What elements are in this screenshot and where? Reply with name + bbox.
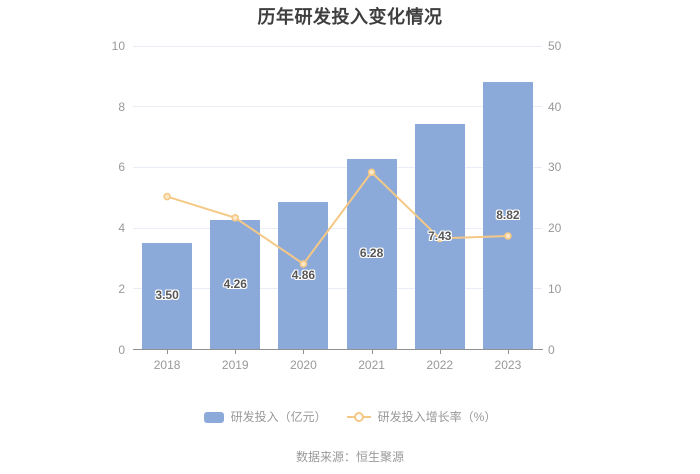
- legend: 研发投入（亿元） 研发投入增长率（%）: [0, 408, 700, 426]
- right-axis-tick-label: 40: [548, 99, 562, 114]
- left-axis-tick-label: 0: [118, 342, 125, 357]
- bar-value-label: 4.86: [291, 267, 316, 282]
- x-axis-line: [133, 349, 543, 350]
- right-axis-tick-label: 10: [548, 281, 562, 296]
- right-axis-tick-label: 0: [548, 342, 555, 357]
- bar-value-label: 4.26: [223, 276, 247, 291]
- left-axis-tick-label: 10: [111, 39, 125, 53]
- legend-label-line: 研发投入增长率（%）: [377, 410, 497, 424]
- line-point[interactable]: [163, 192, 171, 201]
- bar-series-legend-icon: [203, 411, 224, 423]
- legend-label-bar: 研发投入（亿元）: [230, 410, 327, 424]
- legend-item-growth-rate[interactable]: 研发投入增长率（%）: [346, 410, 497, 424]
- line-point[interactable]: [299, 260, 308, 268]
- line-point[interactable]: [435, 234, 444, 243]
- bar-value-label: 8.82: [496, 207, 520, 222]
- x-axis-label: 2018: [153, 357, 181, 372]
- x-axis-label: 2023: [494, 357, 522, 372]
- x-axis-tick: [303, 350, 305, 354]
- x-axis-label: 2020: [290, 357, 317, 372]
- x-axis-label: 2021: [358, 357, 385, 372]
- line-point[interactable]: [504, 232, 512, 240]
- bar-value-label: 6.28: [359, 246, 384, 261]
- line-series-legend-icon: [346, 412, 371, 422]
- gridline: [133, 45, 542, 47]
- x-axis-tick: [235, 350, 237, 354]
- left-axis-tick-label: 4: [118, 221, 125, 236]
- x-axis-tick: [507, 350, 509, 354]
- gridline: [133, 166, 542, 168]
- line-point[interactable]: [231, 213, 240, 222]
- gridline: [133, 288, 542, 290]
- gridline: [133, 106, 542, 108]
- bar-value-label: 7.43: [428, 228, 452, 243]
- x-axis-label: 2019: [221, 357, 249, 372]
- line-point[interactable]: [367, 168, 376, 177]
- chart-title: 历年研发投入变化情况: [257, 7, 443, 27]
- right-axis-tick-label: 30: [548, 160, 562, 175]
- data-source-note: 数据来源：恒生聚源: [295, 450, 404, 464]
- left-axis-tick-label: 6: [118, 160, 125, 175]
- left-axis-tick-label: 2: [118, 281, 125, 296]
- x-axis-tick: [439, 350, 441, 354]
- bar-value-label: 3.50: [155, 288, 179, 303]
- x-axis-tick: [371, 350, 373, 354]
- gridline: [133, 227, 542, 229]
- right-axis-tick-label: 50: [548, 39, 562, 53]
- legend-item-rd-investment[interactable]: 研发投入（亿元）: [203, 410, 327, 424]
- left-axis-tick-label: 8: [118, 99, 125, 114]
- x-axis-tick: [167, 350, 169, 354]
- x-axis-label: 2022: [426, 357, 454, 372]
- right-axis-tick-label: 20: [548, 221, 562, 236]
